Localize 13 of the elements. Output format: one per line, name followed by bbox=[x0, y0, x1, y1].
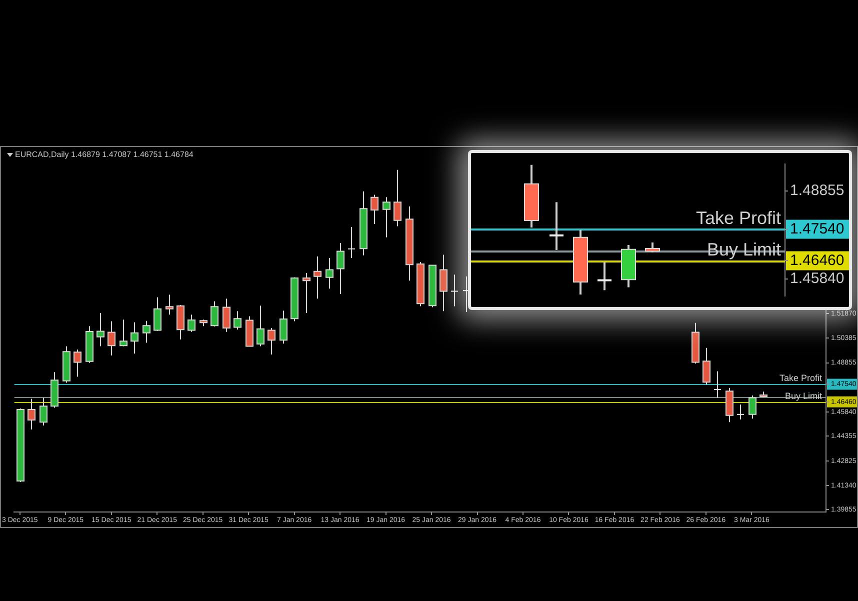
candlestick bbox=[548, 201, 564, 251]
y-tick-label: 1.47540 bbox=[790, 220, 844, 238]
y-tick-label: 1.48855 bbox=[790, 182, 844, 200]
candlestick bbox=[736, 404, 744, 420]
ref-line-label: Take Profit bbox=[696, 208, 781, 228]
candlestick bbox=[348, 226, 356, 258]
candlestick bbox=[714, 370, 722, 398]
y-tick-label: 1.46460 bbox=[790, 252, 844, 269]
candlestick bbox=[596, 260, 612, 292]
y-tick-label: 1.45840 bbox=[790, 270, 844, 287]
candlestick bbox=[450, 274, 458, 307]
chart-title: EURCAD,Daily 1.46879 1.47087 1.46751 1.46784 bbox=[15, 150, 194, 159]
ref-line-label: Take Profit bbox=[779, 373, 822, 384]
